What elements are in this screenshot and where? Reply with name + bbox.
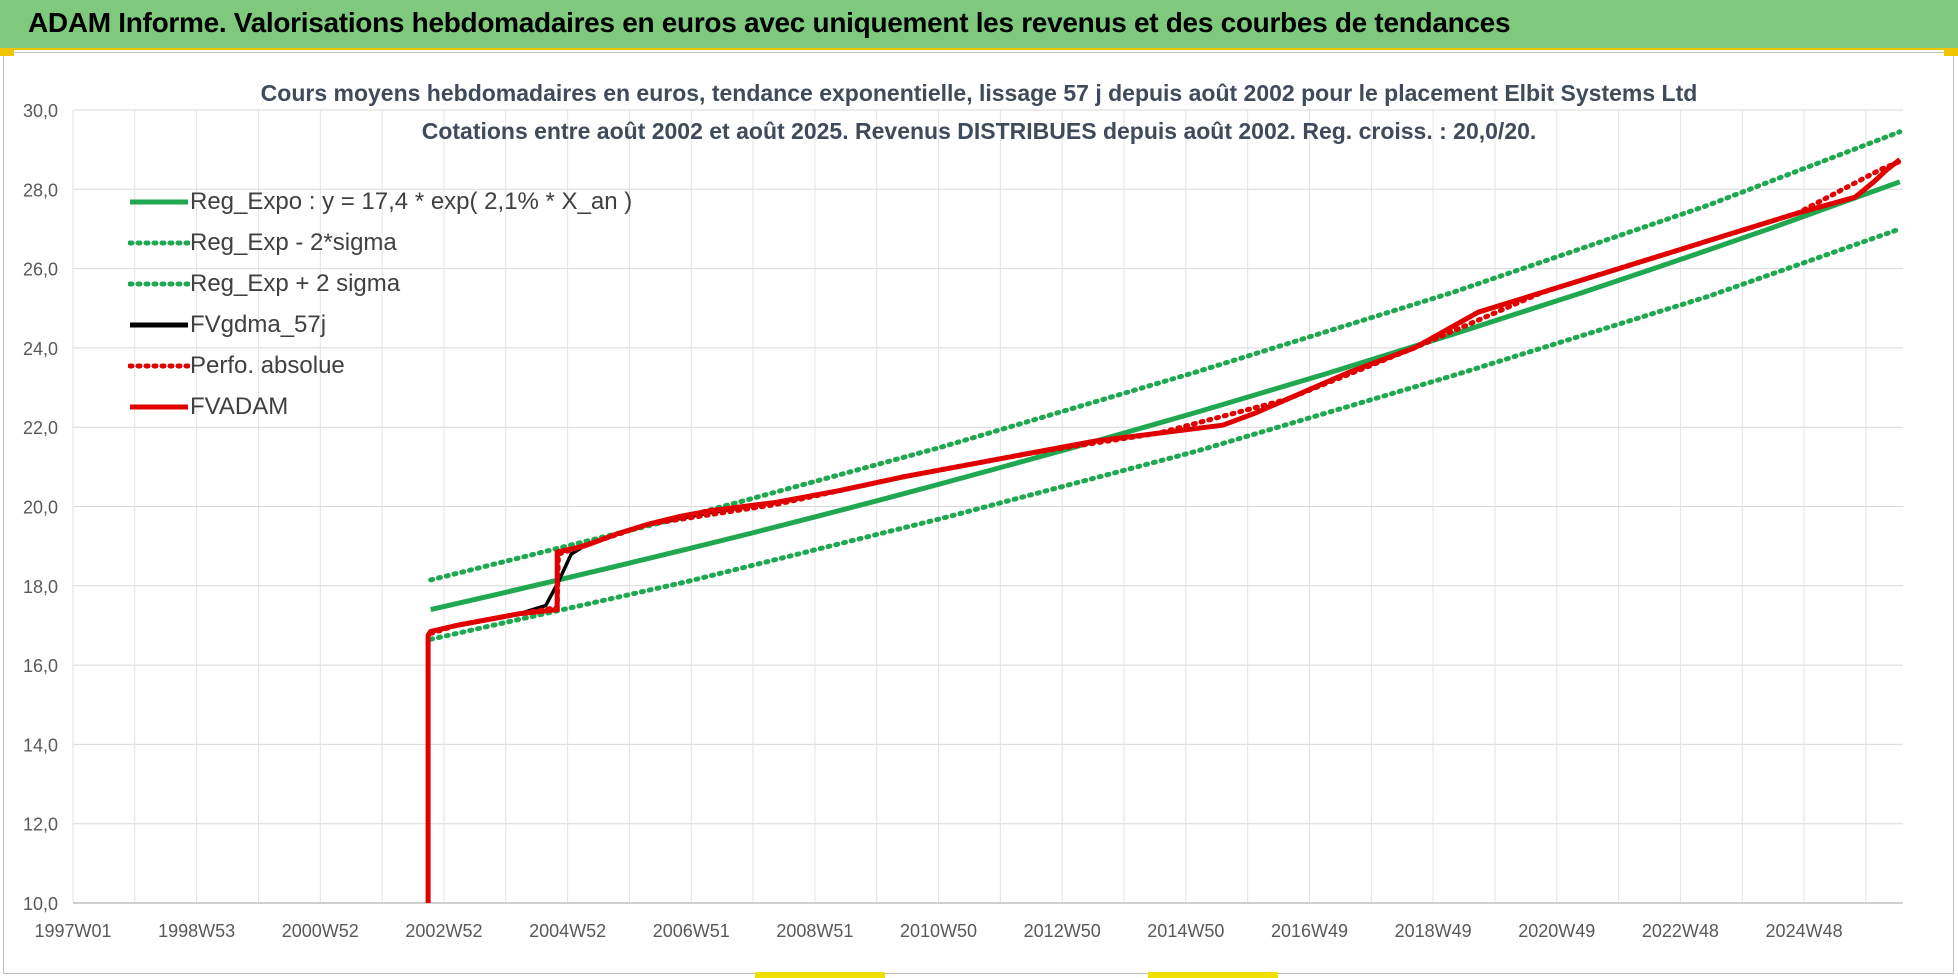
x-tick-label: 2024W48	[1766, 921, 1843, 941]
x-tick-label: 2002W52	[405, 921, 482, 941]
banner-title: ADAM Informe. Valorisations hebdomadaire…	[28, 7, 1511, 38]
series-line-0	[430, 179, 1901, 613]
y-tick-label: 16,0	[23, 656, 58, 676]
x-tick-label: 2000W52	[282, 921, 359, 941]
x-tick-label: 2022W48	[1642, 921, 1719, 941]
x-tick-label: 2010W50	[900, 921, 977, 941]
legend-label: Reg_Expo : y = 17,4 * exp( 2,1% * X_an )	[190, 188, 633, 215]
x-tick-label: 1997W01	[34, 921, 111, 941]
y-tick-label: 22,0	[23, 418, 58, 438]
series-line-2	[428, 129, 1903, 583]
legend-swatch	[128, 363, 190, 369]
series-line-3	[430, 158, 1901, 634]
y-tick-label: 30,0	[23, 101, 58, 121]
series-line-1	[428, 226, 1903, 642]
y-tick-label: 20,0	[23, 498, 58, 518]
legend-swatch	[130, 322, 188, 328]
legend-swatch	[128, 240, 190, 246]
y-tick-label: 28,0	[23, 180, 58, 200]
legend-swatch	[130, 199, 188, 205]
chart-subtitle: Cotations entre août 2002 et août 2025. …	[421, 118, 1537, 144]
x-tick-label: 2014W50	[1147, 921, 1224, 941]
series-line-5	[425, 157, 1902, 903]
y-tick-label: 10,0	[23, 894, 58, 914]
corner-mark-left	[0, 48, 14, 56]
x-tick-label: 2018W49	[1395, 921, 1472, 941]
report-banner: ADAM Informe. Valorisations hebdomadaire…	[0, 0, 1958, 50]
x-tick-label: 2008W51	[776, 921, 853, 941]
y-tick-label: 12,0	[23, 815, 58, 835]
legend-label: FVgdma_57j	[190, 311, 327, 338]
x-tick-label: 2004W52	[529, 921, 606, 941]
bottom-accent-right	[1148, 972, 1278, 978]
x-tick-label: 1998W53	[158, 921, 235, 941]
legend-swatch	[128, 281, 190, 287]
legend-label: FVADAM	[190, 393, 289, 420]
chart-frame	[3, 52, 1954, 974]
legend-label: Reg_Exp - 2*sigma	[190, 229, 397, 256]
series-line-4	[428, 159, 1903, 636]
legend-label: Reg_Exp + 2 sigma	[190, 270, 401, 297]
x-tick-label: 2020W49	[1518, 921, 1595, 941]
bottom-accent-left	[755, 972, 885, 978]
x-tick-label: 2016W49	[1271, 921, 1348, 941]
corner-mark-right	[1944, 48, 1958, 56]
y-tick-label: 18,0	[23, 577, 58, 597]
x-tick-label: 2012W50	[1024, 921, 1101, 941]
x-tick-label: 2006W51	[653, 921, 730, 941]
legend-label: Perfo. absolue	[190, 352, 345, 379]
y-tick-label: 14,0	[23, 735, 58, 755]
y-tick-label: 24,0	[23, 339, 58, 359]
chart-title: Cours moyens hebdomadaires en euros, ten…	[260, 80, 1698, 106]
y-tick-label: 26,0	[23, 260, 58, 280]
legend-swatch	[130, 404, 188, 410]
